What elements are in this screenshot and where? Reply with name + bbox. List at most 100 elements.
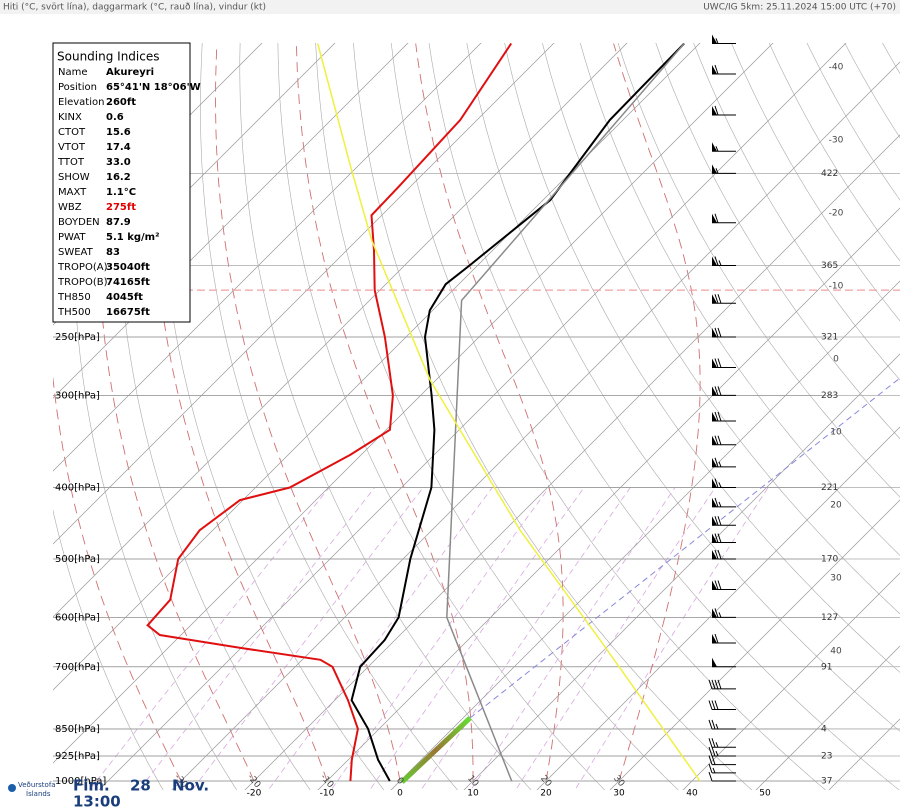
wind-barb [712,34,736,44]
barb-feather [714,533,719,543]
wind-barb [708,763,736,774]
barb-feather [711,719,716,730]
isotherm [244,134,900,790]
mixing-ratio-line [267,487,493,790]
barb-half [718,461,722,468]
barb-feather [714,105,719,116]
barb-feather [708,679,713,690]
isotherm [53,43,336,326]
barb-feather [717,549,722,560]
wind-barbs [708,34,736,782]
dry-adiabat [655,43,900,440]
barb-pennant [712,65,717,75]
barb-pennant [712,580,717,590]
barb-feather [708,738,713,748]
barb-half [718,482,722,488]
wind-barb [708,719,736,730]
wind-barb [708,755,736,766]
index-name: SWEAT [58,247,94,258]
wind-barb [712,516,736,526]
barb-pennant [712,549,717,559]
index-name: BOYDEN [58,217,100,228]
index-name: KINX [58,112,82,123]
isotherm-label: 20 [830,501,842,511]
barb-feather [714,435,719,445]
pressure-tick-label: 700[hPa] [55,662,100,673]
wind-barb [712,64,736,75]
isotherm [463,353,900,790]
barb-pennant [712,497,717,507]
barb-feather [717,516,722,526]
barb-feather [708,763,713,774]
index-name: TTOT [57,157,85,168]
barb-feather [714,516,719,526]
mixing-ratio-line [574,487,769,790]
barb-feather [717,358,722,368]
barb-half [715,742,719,748]
barb-pennant [712,533,717,543]
barb-half [712,767,716,774]
wind-barb [712,386,736,396]
barb-feather [711,679,716,690]
indices-title: Sounding Indices [57,50,160,64]
wind-barb [712,411,736,422]
wind-barb [712,142,736,152]
isotherm [682,572,900,790]
barb-feather [708,746,713,757]
index-value: Akureyri [106,67,154,78]
wind-barb [712,457,736,468]
barb-feather [711,738,716,748]
temperature-tick-label: -10 [320,789,335,799]
time: 13:00 [73,793,121,808]
index-name: VTOT [58,142,86,153]
index-value: 4045ft [106,292,143,303]
barb-feather [708,755,713,765]
mixing-ratio-line [515,487,716,790]
isotherm [98,43,847,790]
barb-half [715,750,719,757]
wind-barb [712,256,736,266]
indices-box: Sounding Indices Name Akureyri Position 65°… [52,42,201,323]
temperature-tick-label: 0 [397,789,403,799]
barb-feather [717,533,722,543]
barb-feather [711,700,716,710]
height-label: 23 [821,752,832,762]
barb-feather [717,294,722,304]
pressure-tick-label: 1000[hPa] [55,776,106,787]
index-name: WBZ [58,202,82,213]
wind-barb [708,746,736,757]
mixing-ratio-line [138,487,376,790]
barb-feather [714,549,719,560]
index-name: SHOW [58,172,90,183]
height-label: 365 [821,261,838,271]
index-value: 83 [106,247,120,258]
org-line: Íslands [26,789,51,798]
barb-pennant [712,478,717,488]
index-value: 74165ft [106,277,150,288]
dry-adiabat [768,43,900,262]
isotherm-label: 10 [830,428,842,438]
height-label: 37 [821,777,832,787]
index-name: TROPO(A) [57,262,108,273]
mixing-ratio-line [420,487,631,790]
height-label: 127 [821,613,838,623]
index-name: TH850 [57,292,91,303]
height-label: 4 [821,724,827,734]
height-label: 91 [821,662,832,672]
barb-half [715,146,719,152]
profiles [146,43,701,782]
barb-pennant [712,142,717,152]
dry-adiabat [239,43,532,790]
header-left: Hiti (°C, svört lína), daggarmark (°C, r… [3,3,266,13]
pressure-tick-label: 400[hPa] [55,483,100,494]
wind-barb [708,738,736,748]
isotherm-label: -20 [829,209,844,219]
isotherm [171,61,900,790]
barb-feather [714,700,719,710]
index-name: Name [58,67,88,78]
barb-half [715,38,719,44]
moist-adiabat-label: 0 [394,776,406,787]
month: Nov. [172,777,209,795]
height-label: 283 [821,391,838,401]
